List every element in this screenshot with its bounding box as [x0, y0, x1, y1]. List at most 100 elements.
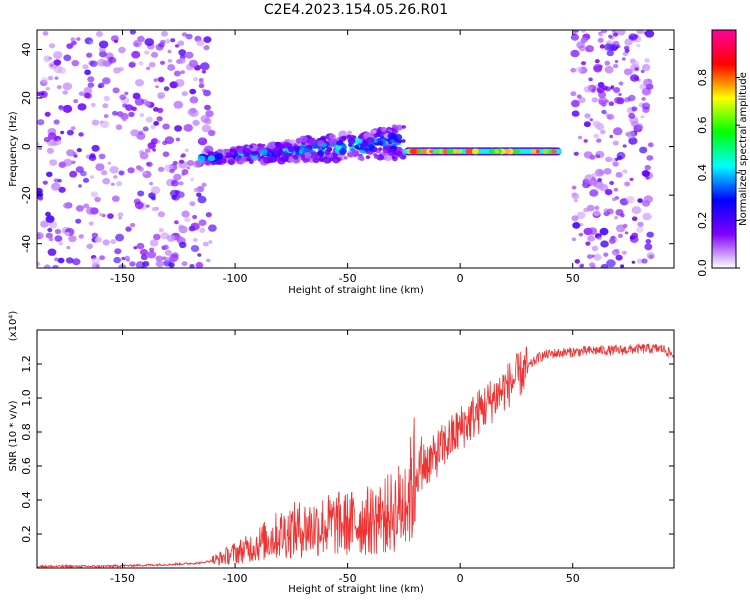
heatmap-noise-cell [48, 43, 56, 49]
x-tick-label: -150 [110, 572, 135, 585]
heatmap-noise-cell [183, 124, 193, 132]
heatmap-noise-cell [583, 121, 591, 128]
heatmap-noise-cell [202, 241, 209, 247]
heatmap-noise-cell [631, 106, 638, 112]
heatmap-noise-cell [593, 253, 602, 261]
heatmap-noise-cell [158, 228, 164, 233]
heatmap-line-cell [452, 149, 458, 154]
heatmap-noise-cell [192, 214, 198, 220]
heatmap-noise-cell [115, 233, 125, 242]
heatmap-signal-cell [217, 149, 223, 154]
heatmap-noise-cell [180, 153, 186, 158]
heatmap-signal-cell [336, 139, 344, 146]
heatmap-noise-cell [578, 97, 586, 104]
heatmap-noise-cell [570, 68, 576, 73]
heatmap-signal-cell [354, 144, 360, 150]
heatmap-noise-cell [630, 74, 639, 82]
snr-y-ticks: 0.2 0.4 0.6 0.8 1.0 1.2 [20, 355, 674, 543]
heatmap-noise-cell [54, 228, 62, 235]
heatmap-noise-cell [641, 200, 651, 207]
heatmap-noise-cell [604, 43, 613, 51]
heatmap-noise-cell [613, 63, 619, 69]
heatmap-noise-cell [99, 255, 105, 261]
heatmap-signal-cell [263, 158, 268, 162]
heatmap-noise-cell [622, 144, 627, 148]
heatmap-noise-cell [174, 220, 179, 225]
heatmap-noise-cell [116, 111, 124, 117]
heatmap-noise-cell [628, 137, 638, 145]
heatmap-noise-cell [99, 50, 107, 58]
heatmap-noise-cell [161, 30, 168, 37]
heatmap-noise-cell [641, 258, 648, 264]
heatmap-noise-cell [66, 43, 74, 49]
heatmap-noise-cell [199, 80, 204, 85]
heatmap-signal-cell [335, 144, 342, 150]
heatmap-noise-cell [54, 76, 59, 80]
heatmap-noise-cell [572, 222, 581, 229]
heatmap-signal-cell [373, 134, 378, 138]
heatmap-noise-cell [57, 257, 65, 264]
heatmap-noise-cell [173, 100, 184, 109]
heatmap-noise-cell [639, 84, 646, 90]
heatmap-line-cell [551, 149, 557, 154]
heatmap-signal-cell [238, 160, 244, 165]
heatmap-noise-cell [604, 65, 614, 74]
heatmap-noise-cell [144, 100, 152, 107]
heatmap-noise-cell [644, 30, 655, 38]
heatmap-noise-cell [646, 231, 654, 238]
heatmap-signal-cell [346, 134, 352, 139]
snr-series-line [37, 343, 674, 568]
heatmap-noise-cell [129, 261, 136, 267]
heatmap-noise-cell [42, 31, 49, 36]
heatmap-signal-cell [357, 155, 365, 161]
heatmap-noise-cell [139, 152, 149, 160]
heatmap-noise-cell [173, 173, 182, 181]
heatmap-noise-cell [621, 57, 626, 61]
heatmap-noise-cell [156, 116, 163, 122]
heatmap-noise-cell [167, 49, 172, 54]
heatmap-noise-cell [172, 160, 178, 166]
heatmap-noise-cell [131, 106, 137, 112]
colorbar-tick-label: 0.4 [696, 164, 709, 182]
heatmap-noise-cell [153, 121, 160, 126]
heatmap-noise-cell [178, 225, 188, 234]
heatmap-noise-cell [43, 136, 51, 143]
heatmap-noise-cell [612, 32, 619, 37]
heatmap-noise-cell [583, 151, 593, 159]
heatmap-noise-cell [575, 66, 583, 73]
heatmap-noise-cell [175, 137, 181, 142]
heatmap-signal-cell [316, 150, 325, 157]
heatmap-noise-cell [589, 189, 599, 197]
heatmap-noise-cell [190, 177, 195, 182]
heatmap-noise-cell [206, 258, 211, 263]
heatmap-noise-cell [138, 61, 144, 66]
heatmap-noise-cell [203, 89, 211, 97]
heatmap-noise-cell [579, 263, 585, 268]
heatmap-noise-cell [114, 39, 118, 43]
heatmap-noise-cell [596, 138, 602, 143]
heatmap-noise-cell [157, 92, 166, 99]
heatmap-noise-cell [597, 37, 604, 43]
heatmap-noise-cell [571, 237, 577, 242]
heatmap-noise-cell [157, 166, 165, 172]
heatmap-noise-cell [612, 197, 617, 202]
heatmap-noise-cell [80, 170, 87, 177]
heatmap-noise-cell [606, 259, 616, 268]
heatmap-noise-cell [611, 249, 620, 256]
heatmap-noise-cell [47, 248, 57, 256]
heatmap-noise-cell [44, 264, 51, 268]
heatmap-noise-cell [148, 61, 156, 68]
heatmap-noise-cell [573, 30, 579, 33]
heatmap-noise-cell [604, 60, 611, 66]
heatmap-noise-cell [203, 36, 212, 43]
heatmap-noise-cell [65, 257, 74, 264]
colorbar-bar [711, 29, 737, 269]
heatmap-noise-cell [155, 85, 159, 89]
heatmap-line-cell [535, 149, 540, 154]
heatmap-noise-cell [57, 178, 62, 183]
heatmap-noise-cell [637, 198, 643, 204]
heatmap-noise-cell [580, 37, 588, 43]
heatmap-noise-cell [631, 216, 638, 221]
heatmap-noise-cell [149, 239, 159, 247]
heatmap-noise-cell [127, 167, 135, 174]
